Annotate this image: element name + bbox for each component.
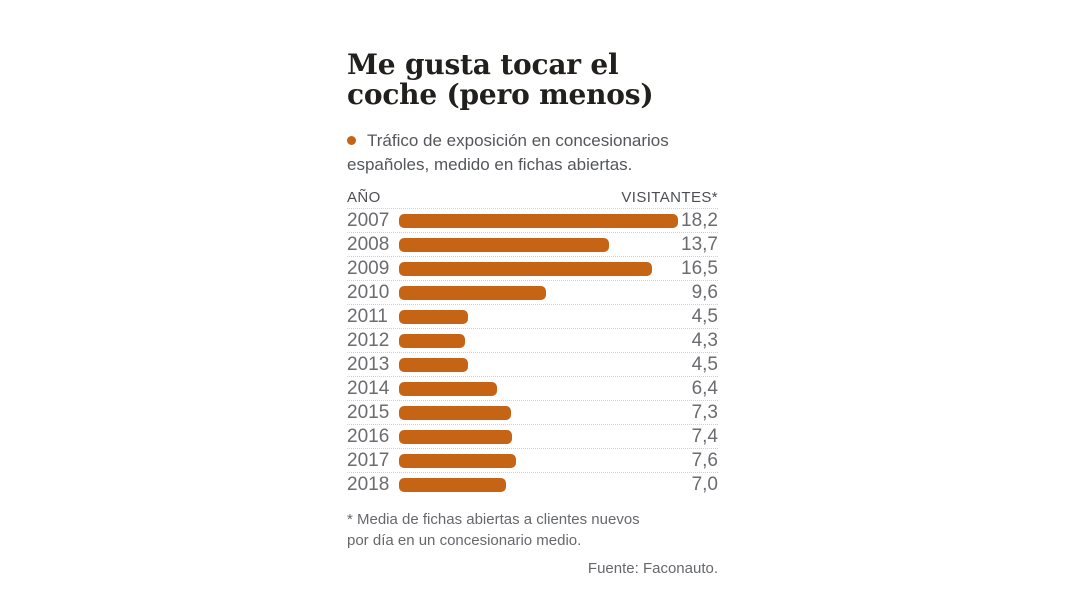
bar	[399, 357, 468, 372]
footnote-line-1: * Media de fichas abiertas a clientes nu…	[347, 511, 640, 528]
bar-track	[399, 237, 678, 252]
bullet-icon	[347, 136, 356, 145]
footnote-line-2: por día en un concesionario medio.	[347, 532, 582, 549]
bar-track	[399, 357, 678, 372]
chart-row: 2011 4,5	[347, 305, 718, 329]
bar-track	[399, 429, 678, 444]
value-label: 9,6	[691, 281, 718, 303]
bar-track	[399, 477, 678, 492]
year-label: 2015	[347, 401, 390, 423]
chart-rows: 2007 18,2 2008 13,7 2009 16,5 2010 9,6 2011 4,5 20…	[347, 209, 718, 496]
bar-track	[399, 333, 678, 348]
bar	[399, 237, 610, 252]
value-label: 16,5	[681, 257, 718, 279]
bar-chart: AÑO VISITANTES* 2007 18,2 2008 13,7 2009 16,5…	[347, 186, 718, 496]
chart-row: 2007 18,2	[347, 209, 718, 233]
value-label: 4,5	[691, 353, 718, 375]
value-label: 7,6	[691, 449, 718, 471]
footnote: * Media de fichas abiertas a clientes nu…	[347, 509, 718, 551]
bar	[399, 477, 507, 492]
year-label: 2009	[347, 257, 390, 279]
bar-track	[399, 261, 678, 276]
value-label: 7,3	[691, 401, 718, 423]
value-column-header: VISITANTES*	[621, 188, 718, 206]
chart-title-line-2: coche (pero menos)	[347, 78, 654, 111]
value-label: 7,0	[691, 473, 718, 495]
chart-title: Me gusta tocar el coche (pero menos)	[347, 50, 718, 110]
year-label: 2018	[347, 473, 390, 495]
year-label: 2010	[347, 281, 390, 303]
bar	[399, 309, 468, 324]
year-label: 2016	[347, 425, 390, 447]
chart-row: 2010 9,6	[347, 281, 718, 305]
year-label: 2014	[347, 377, 390, 399]
infographic-content: Me gusta tocar el coche (pero menos) Trá…	[347, 50, 718, 577]
bar-track	[399, 213, 678, 228]
source-credit: Fuente: Faconauto.	[587, 560, 718, 577]
chart-row: 2015 7,3	[347, 401, 718, 425]
bar	[399, 285, 547, 300]
value-label: 18,2	[681, 209, 718, 231]
year-label: 2007	[347, 209, 390, 231]
bar	[399, 381, 498, 396]
year-column-header: AÑO	[347, 188, 381, 206]
bar-track	[399, 381, 678, 396]
chart-subtitle: Tráfico de exposición en concesionarios …	[347, 129, 718, 177]
chart-row: 2016 7,4	[347, 425, 718, 449]
year-label: 2013	[347, 353, 390, 375]
bar	[399, 405, 511, 420]
chart-column-headers: AÑO VISITANTES*	[347, 186, 718, 209]
chart-row: 2013 4,5	[347, 353, 718, 377]
bar	[399, 429, 513, 444]
year-label: 2017	[347, 449, 390, 471]
bar-track	[399, 453, 678, 468]
value-label: 4,3	[691, 329, 718, 351]
chart-row: 2008 13,7	[347, 233, 718, 257]
chart-row: 2017 7,6	[347, 449, 718, 473]
year-label: 2008	[347, 233, 390, 255]
value-label: 6,4	[691, 377, 718, 399]
bar-track	[399, 309, 678, 324]
year-label: 2011	[347, 305, 388, 327]
bar-track	[399, 405, 678, 420]
chart-row: 2018 7,0	[347, 473, 718, 496]
bar	[399, 213, 678, 228]
value-label: 7,4	[691, 425, 718, 447]
value-label: 4,5	[691, 305, 718, 327]
chart-subtitle-text: Tráfico de exposición en concesionarios …	[347, 131, 669, 174]
bar	[399, 453, 516, 468]
chart-row: 2009 16,5	[347, 257, 718, 281]
chart-row: 2014 6,4	[347, 377, 718, 401]
year-label: 2012	[347, 329, 390, 351]
bar	[399, 261, 652, 276]
bar-track	[399, 285, 678, 300]
chart-title-line-1: Me gusta tocar el	[347, 48, 619, 81]
value-label: 13,7	[681, 233, 718, 255]
bar	[399, 333, 465, 348]
chart-row: 2012 4,3	[347, 329, 718, 353]
